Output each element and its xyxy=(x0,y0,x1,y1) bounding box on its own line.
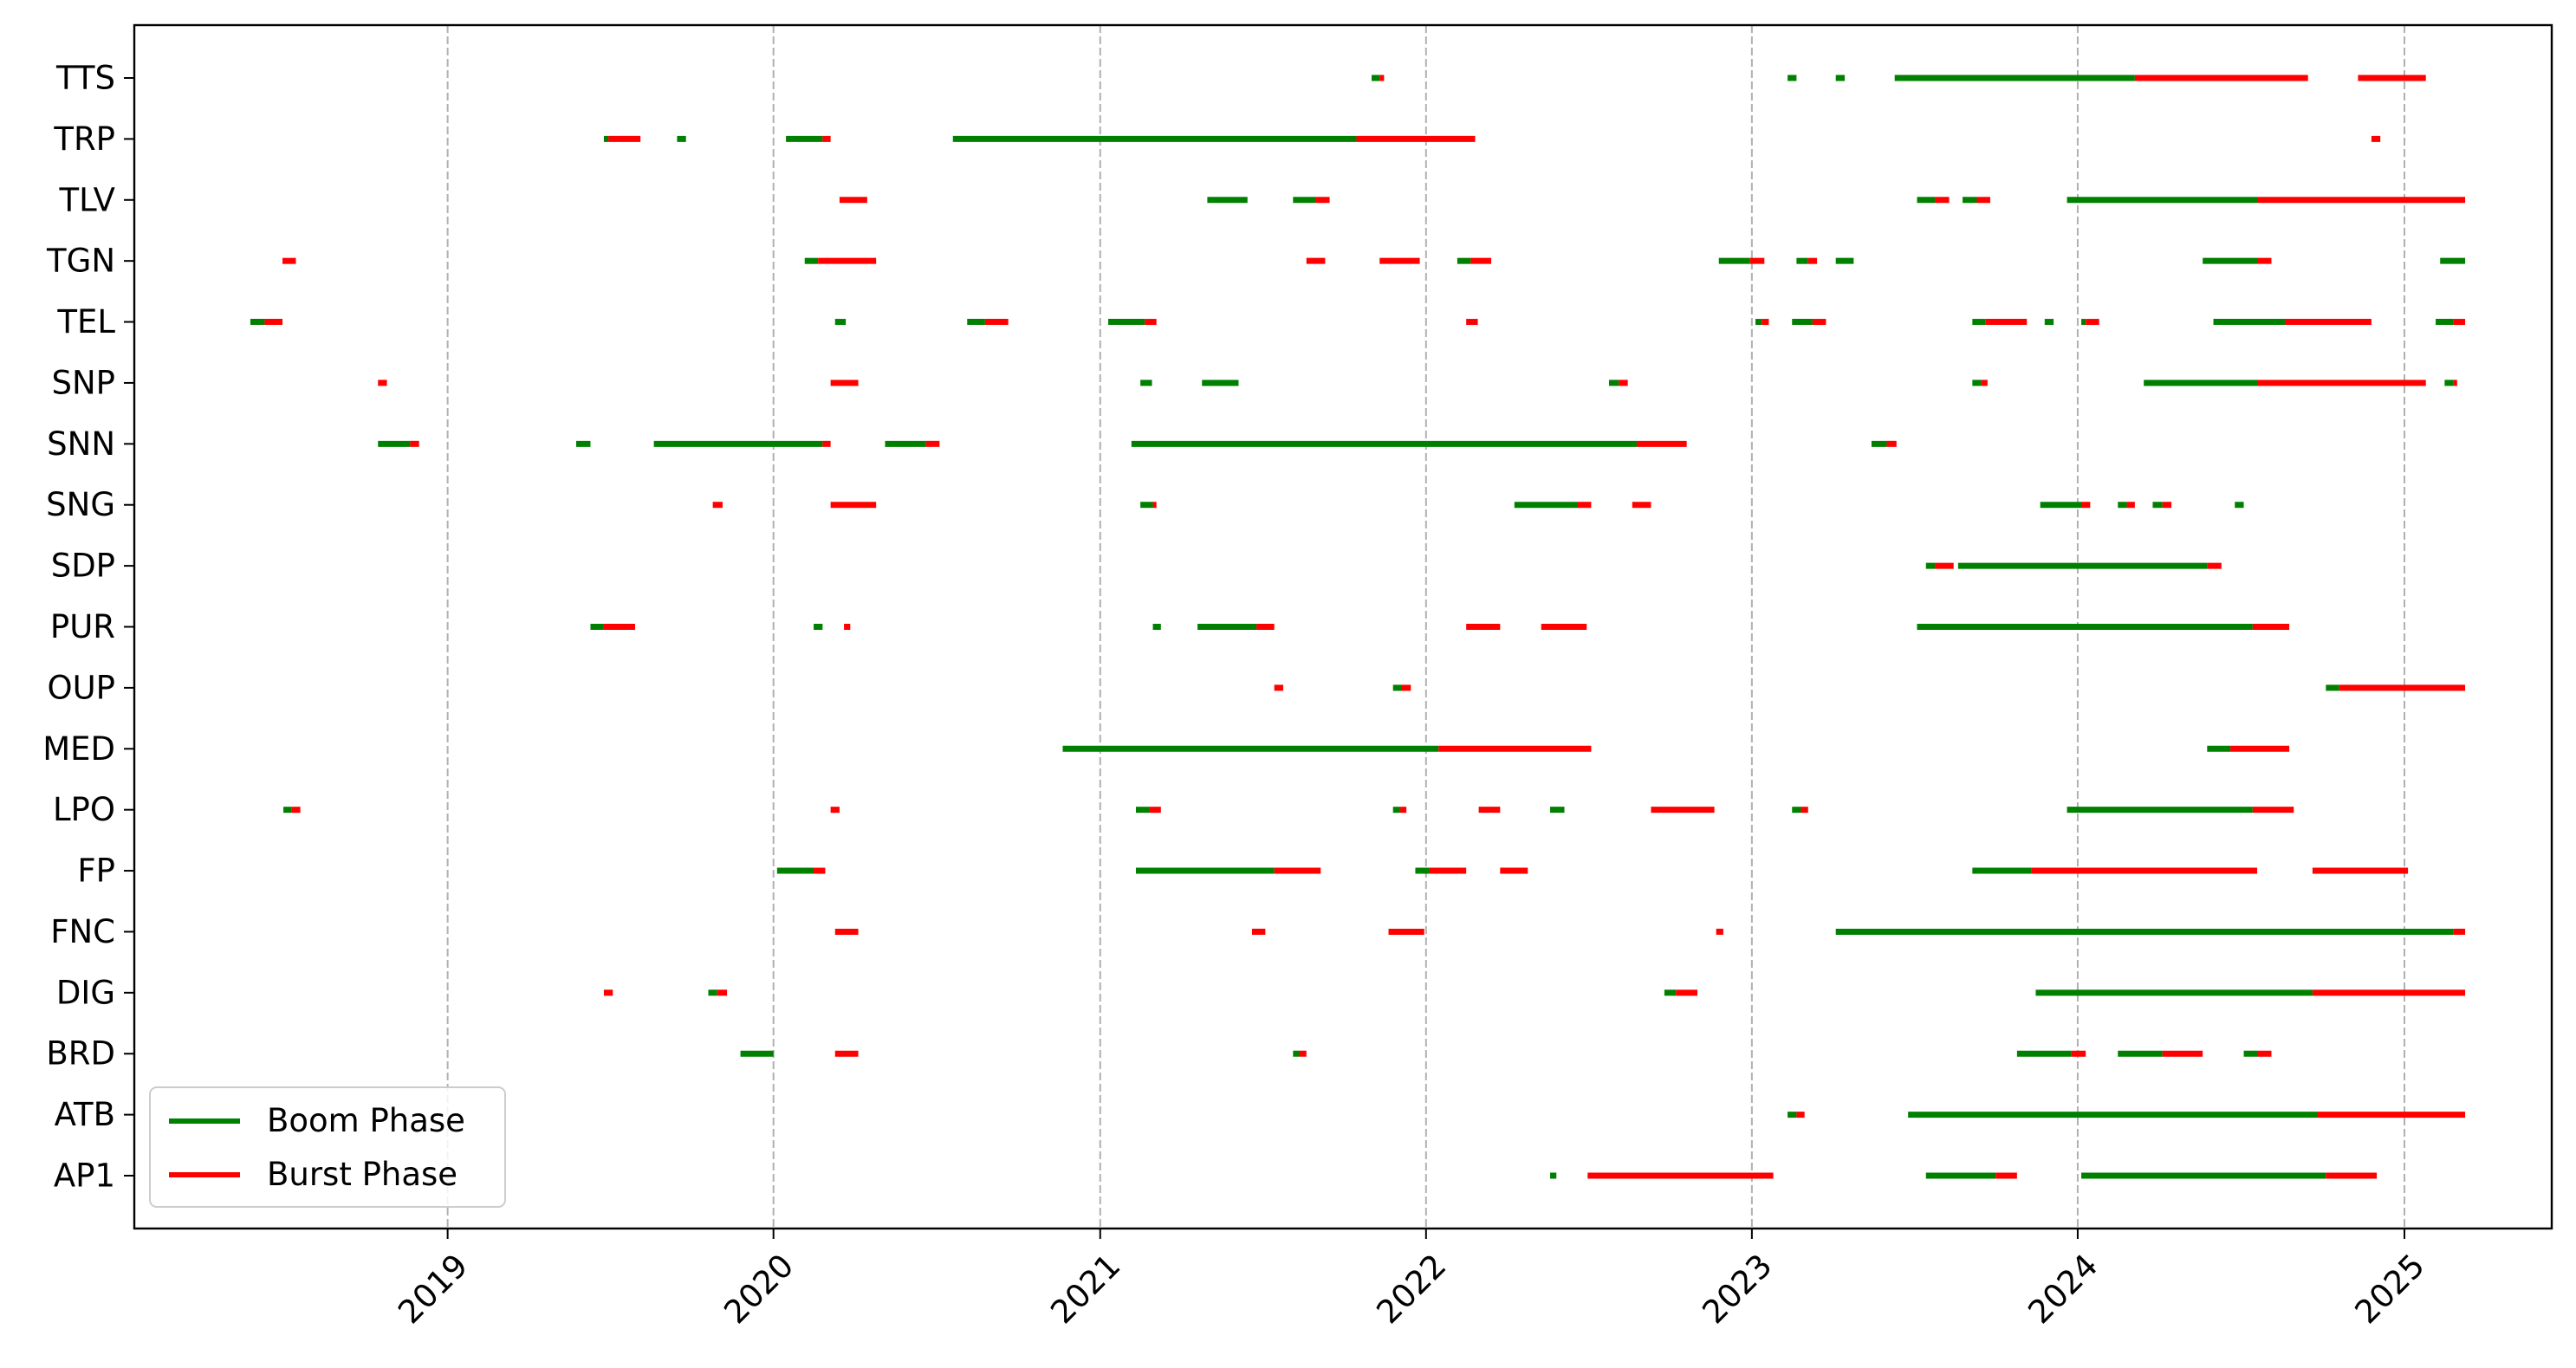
y-tick-label: PUR xyxy=(50,608,115,645)
y-tick-label: SNN xyxy=(47,425,115,463)
y-tick-label: FP xyxy=(77,853,115,890)
y-tick-label: AP1 xyxy=(54,1157,115,1195)
y-tick-label: TLV xyxy=(59,181,115,218)
y-tick-label: SDP xyxy=(51,548,115,585)
y-tick-label: FNC xyxy=(50,913,115,950)
y-tick-label: TEL xyxy=(56,303,115,340)
y-tick-label: MED xyxy=(42,730,115,768)
y-tick-label: OUP xyxy=(47,669,115,706)
y-tick-label: SNG xyxy=(46,486,115,523)
phase-segments xyxy=(250,75,2466,1179)
legend: Boom Phase Burst Phase xyxy=(149,1086,506,1208)
y-tick-label: ATB xyxy=(55,1096,115,1133)
y-axis: AP1 ATB BRD DIG FNC FP LPO MED OUP PUR SDP SNG SNN SN… xyxy=(42,60,134,1195)
y-tick-label: SNP xyxy=(52,364,115,401)
y-tick-label: BRD xyxy=(46,1035,115,1073)
y-tick-label: LPO xyxy=(53,791,115,828)
legend-label-burst: Burst Phase xyxy=(267,1156,457,1193)
legend-label-boom: Boom Phase xyxy=(267,1102,465,1139)
y-tick-label: TTS xyxy=(55,60,115,97)
y-tick-label: DIG xyxy=(56,974,115,1011)
y-tick-label: TGN xyxy=(46,243,115,280)
y-tick-label: TRP xyxy=(53,120,115,158)
